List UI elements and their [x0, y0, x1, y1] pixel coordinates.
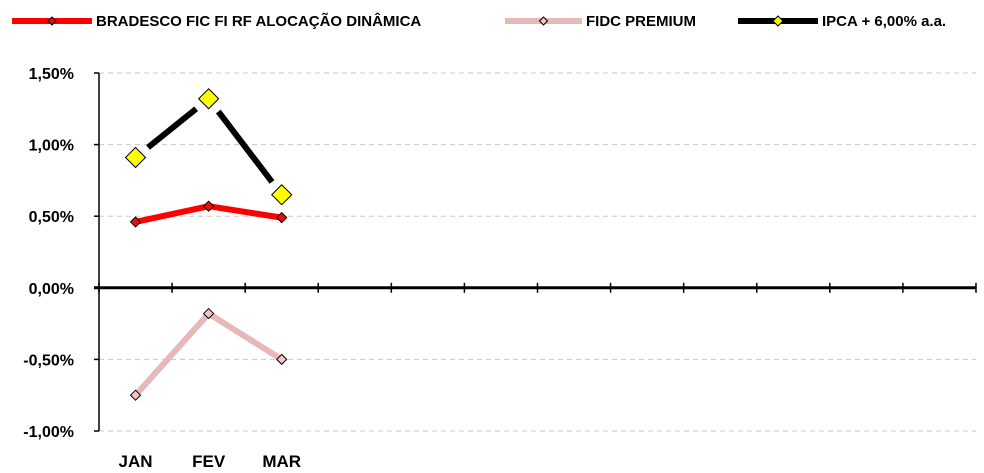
x-tick-label: JAN [119, 452, 153, 471]
series-layer [124, 88, 293, 401]
y-axis-ticks: 1,50% 1,00% 0,50% 0,00% -0,50% -1,00% [23, 66, 99, 441]
legend: BRADESCO FIC FI RF ALOCAÇÃO DINÂMICA FIDC… [12, 12, 946, 30]
legend-label: FIDC PREMIUM [586, 13, 696, 30]
series-2 [129, 307, 288, 401]
legend-item: IPCA + 6,00% a.a. [738, 13, 946, 30]
y-tick-label: 0,00% [29, 281, 74, 298]
series-line-segment [146, 106, 199, 150]
data-point-marker [772, 15, 784, 27]
series-line-segment [133, 311, 211, 398]
data-point-marker [47, 16, 57, 26]
y-tick-label: 0,50% [29, 209, 74, 226]
legend-label: BRADESCO FIC FI RF ALOCAÇÃO DINÂMICA [96, 12, 421, 30]
data-point-marker [202, 307, 215, 320]
axes [94, 73, 977, 431]
y-tick-label: -0,50% [23, 352, 74, 369]
series-line-segment [134, 203, 210, 225]
legend-label: IPCA + 6,00% a.a. [822, 13, 946, 30]
data-point-marker [276, 353, 288, 366]
x-tick-label: MAR [262, 452, 301, 471]
data-point-marker [202, 200, 215, 212]
data-point-marker [129, 216, 142, 228]
series-line-segment [207, 311, 284, 362]
y-tick-label: 1,50% [29, 66, 74, 83]
data-point-marker [276, 211, 288, 224]
series-1 [129, 200, 288, 228]
data-point-marker [197, 88, 220, 110]
y-tick-label: 1,00% [29, 138, 74, 155]
series-line-segment [215, 109, 275, 184]
data-point-marker [129, 389, 142, 401]
series-line-segment [208, 203, 283, 221]
x-tick-label: FEV [192, 452, 226, 471]
legend-item: FIDC PREMIUM [505, 13, 696, 30]
legend-item: BRADESCO FIC FI RF ALOCAÇÃO DINÂMICA [12, 12, 421, 30]
series-3 [124, 88, 293, 206]
data-point-marker [124, 146, 147, 169]
x-axis-ticks: JAN FEV MAR [119, 452, 302, 471]
data-point-marker [538, 16, 549, 26]
data-point-marker [271, 184, 293, 206]
y-tick-label: -1,00% [23, 424, 74, 441]
